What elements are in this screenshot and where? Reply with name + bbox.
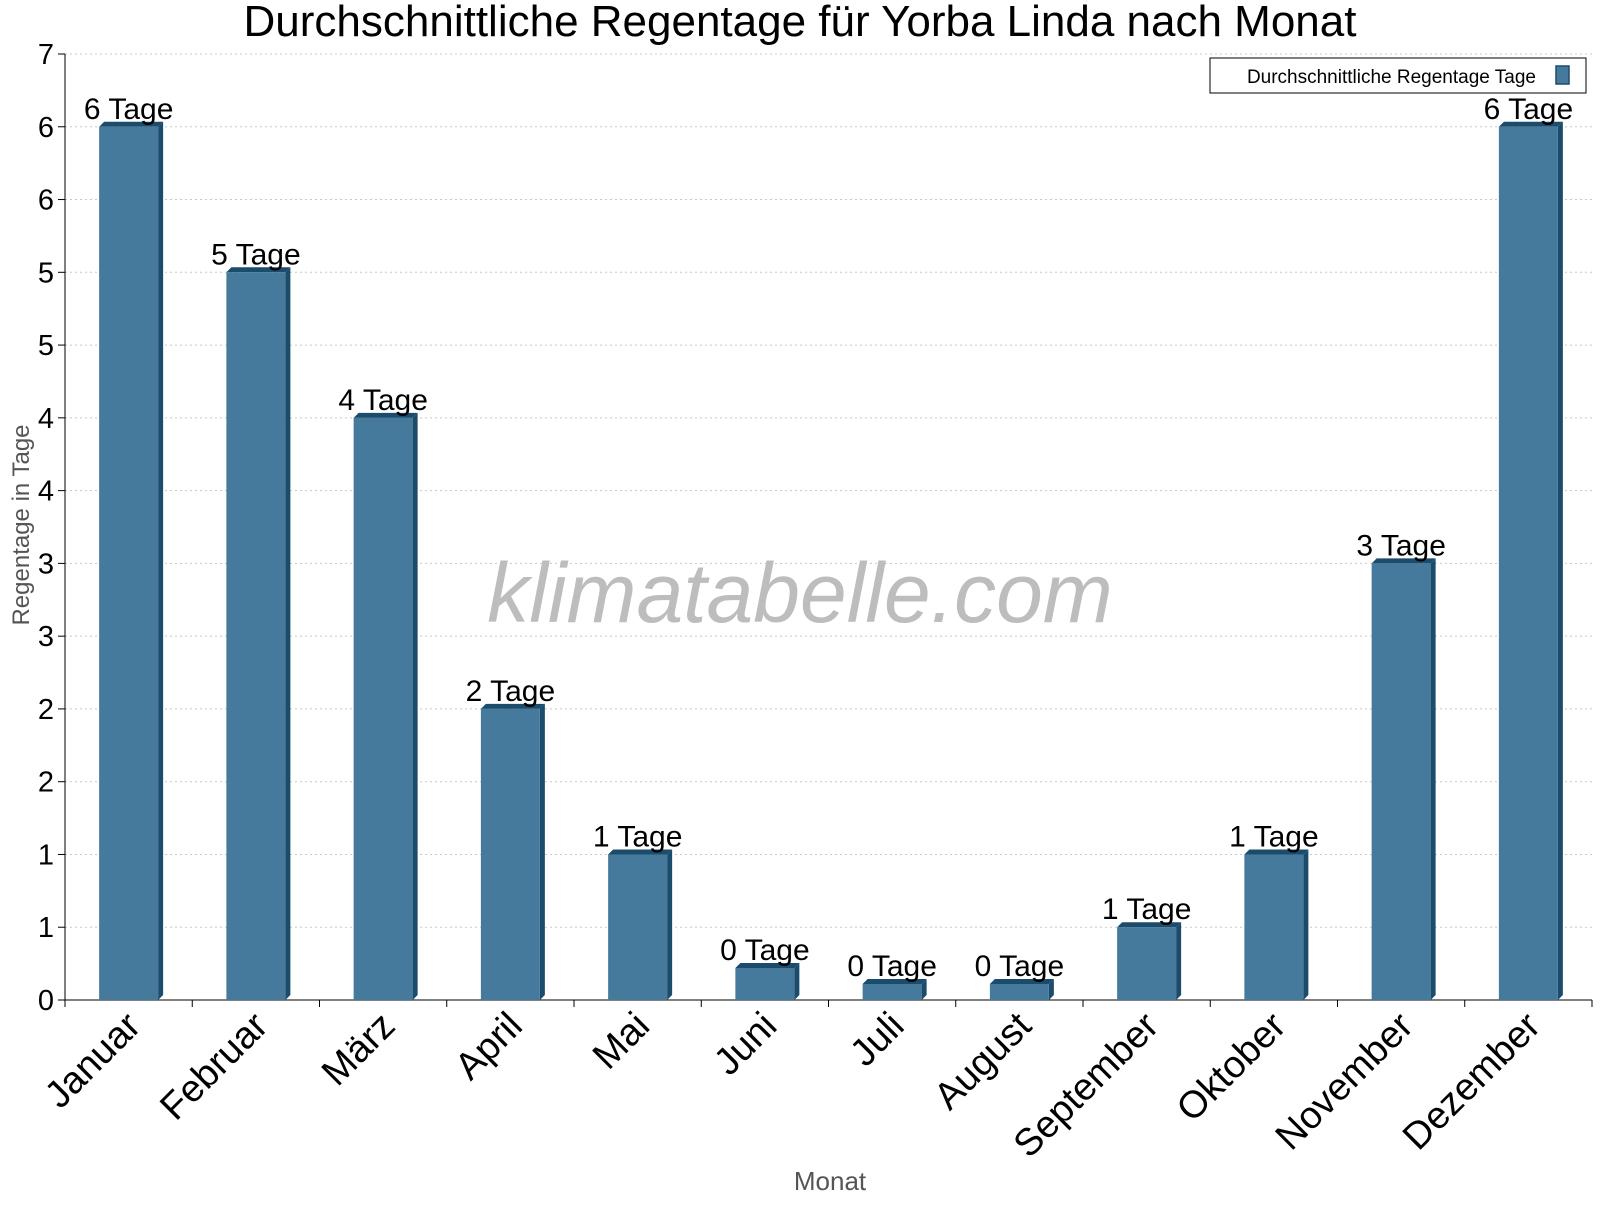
bar-side	[667, 849, 673, 1000]
y-tick-label: 7	[38, 39, 54, 71]
y-tick-label: 2	[38, 767, 54, 799]
bar-top	[862, 978, 927, 984]
y-tick-label: 6	[38, 112, 54, 144]
bar	[735, 962, 800, 1000]
x-tick-label: Oktober	[1169, 1004, 1295, 1130]
data-label: 2 Tage	[466, 675, 556, 708]
bar-side	[158, 121, 164, 1001]
bar-front	[989, 983, 1049, 1000]
y-axis-title: Regentage in Tage	[8, 424, 35, 625]
y-tick-label: 1	[38, 912, 54, 944]
y-tick-label: 0	[38, 985, 54, 1017]
bar-top	[1498, 121, 1563, 127]
x-tick-label: Mai	[585, 1005, 658, 1078]
bar-front	[1498, 126, 1558, 1001]
bar-front	[1371, 563, 1431, 1000]
bar-top	[1244, 849, 1309, 855]
y-tick-label: 4	[38, 403, 54, 435]
bar	[989, 978, 1054, 1000]
bar-top	[608, 849, 673, 855]
bar-front	[1117, 927, 1177, 1000]
bar-top	[735, 962, 800, 968]
bar-side	[1176, 922, 1182, 1000]
bar-top	[1117, 922, 1182, 928]
legend-swatch	[1555, 65, 1570, 85]
x-tick-label: Januar	[37, 1004, 149, 1116]
chart-title: Durchschnittliche Regentage für Yorba Li…	[244, 0, 1357, 46]
bar	[353, 412, 418, 1000]
data-label: 1 Tage	[593, 820, 683, 853]
bar-top	[1371, 558, 1436, 564]
y-tick-label: 6	[38, 185, 54, 217]
bar	[608, 849, 673, 1000]
bar	[1371, 558, 1436, 1000]
bar-front	[99, 126, 159, 1001]
legend-box	[1209, 57, 1587, 94]
bar	[226, 267, 291, 1000]
y-tick-label: 5	[38, 330, 54, 362]
data-label: 5 Tage	[211, 238, 301, 271]
bar-top	[226, 267, 291, 273]
x-tick-label: Februar	[152, 1004, 276, 1128]
legend: Durchschnittliche Regentage Tage	[1209, 57, 1587, 94]
bar-front	[862, 983, 922, 1000]
x-tick-label: November	[1268, 1004, 1422, 1158]
x-tick-label: April	[447, 1005, 530, 1088]
data-label: 4 Tage	[338, 384, 428, 417]
data-labels: 6 Tage 5 Tage 4 Tage 2 Tage 1 Tage 0 Tage 0 Ta…	[84, 93, 1573, 983]
bar	[99, 121, 164, 1001]
bar-side	[1557, 121, 1563, 1001]
watermark-text: klimatabelle.com	[487, 546, 1113, 640]
bar-side	[539, 703, 545, 1000]
grid-lines	[65, 53, 1592, 928]
y-tick-label: 5	[38, 257, 54, 289]
data-label: 1 Tage	[1229, 820, 1319, 853]
bar-side	[1048, 978, 1054, 1000]
data-label: 6 Tage	[84, 93, 174, 126]
bar-side	[412, 412, 418, 1000]
data-label: 3 Tage	[1356, 529, 1446, 562]
x-axis-title: Monat	[794, 1166, 867, 1196]
data-label: 6 Tage	[1484, 93, 1574, 126]
bar-top	[353, 412, 418, 418]
axes	[58, 53, 1593, 1007]
legend-label: Durchschnittliche Regentage Tage	[1247, 67, 1536, 88]
bar-front	[480, 708, 540, 1000]
y-tick-label: 4	[38, 476, 54, 508]
bar	[1244, 849, 1309, 1000]
bar-top	[99, 121, 164, 127]
x-tick-label: Juni	[706, 1005, 785, 1084]
bar-top	[989, 978, 1054, 984]
x-tick-label: August	[926, 1004, 1040, 1118]
data-label: 1 Tage	[1102, 893, 1192, 926]
bar	[480, 703, 545, 1000]
y-tick-label: 3	[38, 548, 54, 580]
bar-front	[1244, 854, 1304, 1000]
data-label: 0 Tage	[975, 950, 1065, 983]
y-tick-label: 3	[38, 621, 54, 653]
x-tick-label: Dezember	[1395, 1004, 1549, 1158]
bar-side	[1430, 558, 1436, 1000]
bar-side	[921, 978, 927, 1000]
x-tick-label: März	[314, 1005, 403, 1094]
bars	[99, 121, 1563, 1001]
data-label: 0 Tage	[720, 934, 810, 967]
bar-top	[480, 703, 545, 709]
bar-front	[353, 417, 413, 1000]
bar-front	[226, 272, 286, 1000]
y-tick-label: 1	[38, 839, 54, 871]
y-tick-label: 2	[38, 694, 54, 726]
bar-side	[285, 267, 291, 1000]
data-label: 0 Tage	[847, 950, 937, 983]
x-tick-label: Juli	[842, 1005, 912, 1075]
bar	[862, 978, 927, 1000]
bar-front	[735, 967, 795, 1000]
bar-side	[794, 962, 800, 1000]
bar	[1117, 922, 1182, 1000]
bar-side	[1303, 849, 1309, 1000]
bar	[1498, 121, 1563, 1001]
bar-front	[608, 854, 668, 1000]
